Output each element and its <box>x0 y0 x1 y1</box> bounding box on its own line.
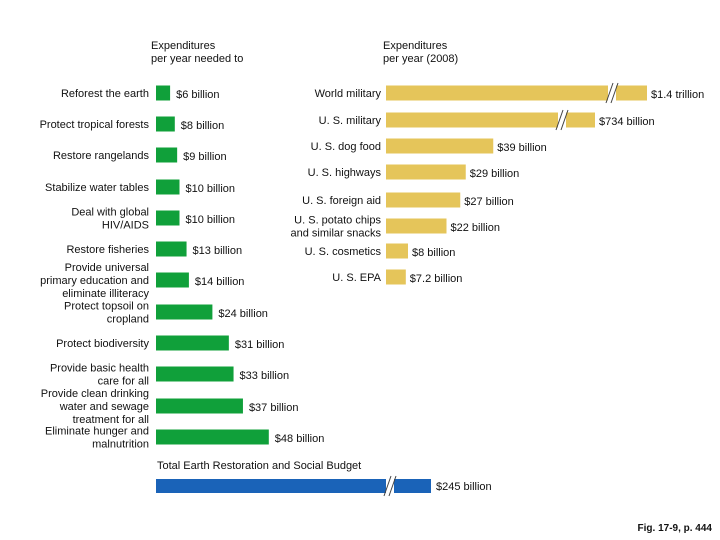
total-budget-title: Total Earth Restoration and Social Budge… <box>157 460 361 472</box>
needed-bar <box>156 85 171 101</box>
needed-bar <box>156 398 243 414</box>
needed-category-label-line-1: Stabilize water tables <box>45 182 149 194</box>
left-header-line2: per year needed to <box>151 53 244 65</box>
actual-value-label: $8 billion <box>412 247 455 259</box>
actual-bar <box>386 85 647 101</box>
axis-break-mark-a <box>605 82 614 104</box>
figure-caption: Fig. 17-9, p. 444 <box>637 523 712 534</box>
actual-category-label-line-1: U. S. military <box>319 115 382 127</box>
needed-category-label-line-1: Reforest the earth <box>61 88 149 100</box>
needed-category-label-line-1: Provide clean drinking <box>41 388 149 400</box>
right-header-line2: per year (2008) <box>383 53 459 65</box>
actual-category-label-line-1: U. S. EPA <box>332 272 381 284</box>
actual-value-label: $39 billion <box>497 142 547 154</box>
actual-bar <box>386 269 406 285</box>
actual-value-label: $22 billion <box>451 222 501 234</box>
needed-category-label-line-2: malnutrition <box>92 439 149 451</box>
axis-break-mark-a <box>383 475 392 497</box>
actual-bar <box>386 218 447 234</box>
axis-break-gap <box>386 474 394 498</box>
actual-value-label: $29 billion <box>470 168 520 180</box>
needed-value-label: $14 billion <box>195 276 245 288</box>
actual-category-label-line-1: World military <box>315 88 382 100</box>
actual-bar <box>386 112 595 128</box>
needed-value-label: $8 billion <box>181 120 224 132</box>
needed-bar <box>156 210 180 226</box>
right-column-header: Expenditures per year (2008) <box>383 40 458 66</box>
needed-bar <box>156 335 229 351</box>
actual-bar <box>386 138 494 154</box>
axis-break-mark-b <box>388 475 397 497</box>
needed-bar <box>156 429 269 445</box>
needed-category-label-line-1: Protect tropical forests <box>40 119 150 131</box>
needed-category-label-line-1: Provide basic health <box>50 363 149 375</box>
needed-bar <box>156 147 178 163</box>
needed-category-label-line-3: eliminate illiteracy <box>62 288 149 300</box>
needed-category-label-line-1: Eliminate hunger and <box>45 426 149 438</box>
needed-category-label-line-1: Restore fisheries <box>66 244 149 256</box>
needed-bar <box>156 241 187 257</box>
needed-value-label: $9 billion <box>183 151 226 163</box>
left-header-line1: Expenditures <box>151 40 216 52</box>
needed-value-label: $6 billion <box>176 89 219 101</box>
needed-category-label-line-1: Protect biodiversity <box>56 338 149 350</box>
needed-value-label: $10 billion <box>186 183 236 195</box>
needed-value-label: $48 billion <box>275 433 325 445</box>
actual-category-label-line-1: U. S. highways <box>308 167 382 179</box>
needed-category-label-line-1: Provide universal <box>65 262 149 274</box>
actual-category-label-line-1: U. S. potato chips <box>294 215 381 227</box>
needed-value-label: $31 billion <box>235 339 285 351</box>
axis-break-mark-b <box>560 109 569 131</box>
needed-value-label: $24 billion <box>218 308 268 320</box>
actual-category-label-line-1: U. S. cosmetics <box>305 246 382 258</box>
total-budget-bar <box>156 479 431 493</box>
total-budget-value-label: $245 billion <box>436 481 492 493</box>
right-header-line1: Expenditures <box>383 40 448 52</box>
needed-value-label: $10 billion <box>186 214 236 226</box>
actual-bar <box>386 192 461 208</box>
axis-break-gap <box>608 82 616 104</box>
actual-category-label-line-2: and similar snacks <box>291 228 382 240</box>
needed-category-label-line-2: HIV/AIDS <box>102 220 149 232</box>
axis-break-mark-b <box>610 82 619 104</box>
needed-value-label: $37 billion <box>249 402 299 414</box>
needed-bar <box>156 304 213 320</box>
axis-break-gap <box>558 109 566 131</box>
actual-bar <box>386 164 466 180</box>
needed-category-label-line-2: primary education and <box>40 275 149 287</box>
actual-category-label-line-1: U. S. foreign aid <box>302 195 381 207</box>
needed-bar <box>156 179 180 195</box>
needed-bar <box>156 366 234 382</box>
axis-break-mark-a <box>555 109 564 131</box>
actual-bar <box>386 243 408 259</box>
actual-value-label: $27 billion <box>464 196 514 208</box>
needed-category-label-line-2: water and sewage <box>59 401 149 413</box>
actual-value-label: $734 billion <box>599 116 655 128</box>
needed-category-label-line-2: care for all <box>98 376 149 388</box>
needed-bar <box>156 272 189 288</box>
actual-value-label: $1.4 trillion <box>651 89 704 101</box>
needed-category-label-line-2: cropland <box>107 314 149 326</box>
needed-value-label: $13 billion <box>193 245 243 257</box>
needed-category-label-line-1: Protect topsoil on <box>64 301 149 313</box>
needed-category-label-line-1: Deal with global <box>71 207 149 219</box>
needed-bar <box>156 116 175 132</box>
needed-category-label-line-1: Restore rangelands <box>53 150 150 162</box>
needed-category-label-line-3: treatment for all <box>73 414 149 426</box>
actual-category-label-line-1: U. S. dog food <box>311 141 381 153</box>
actual-value-label: $7.2 billion <box>410 273 463 285</box>
needed-value-label: $33 billion <box>240 370 290 382</box>
left-column-header: Expenditures per year needed to <box>151 40 243 66</box>
